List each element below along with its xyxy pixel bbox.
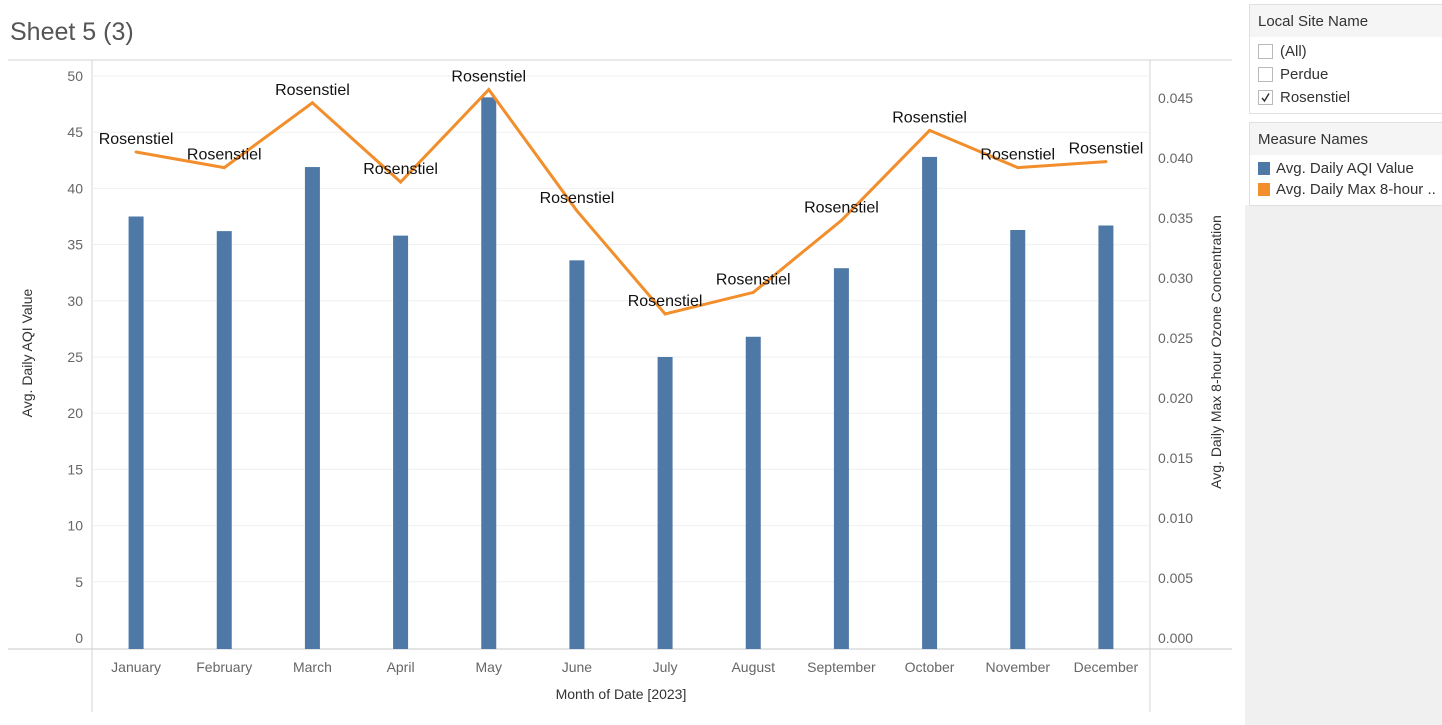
legend-item-aqi[interactable]: Avg. Daily AQI Value — [1250, 158, 1442, 179]
right-axis-title: Avg. Daily Max 8-hour Ozone Concentratio… — [1208, 215, 1224, 489]
x-tick-label: December — [1074, 659, 1139, 675]
left-tick-label: 0 — [75, 630, 83, 646]
legend-swatch — [1258, 162, 1270, 175]
right-tick-label: 0.030 — [1158, 270, 1193, 286]
x-tick-label: June — [562, 659, 593, 675]
bar — [1010, 229, 1026, 649]
data-label: Rosenstiel — [99, 131, 174, 148]
filter-item-all[interactable]: (All) — [1250, 40, 1442, 63]
bar — [1098, 225, 1114, 649]
line-point — [1104, 160, 1108, 164]
x-tick-label: October — [905, 659, 955, 675]
checkmark-icon — [1261, 93, 1270, 103]
line-point — [487, 88, 491, 92]
data-label: Rosenstiel — [275, 82, 350, 99]
left-axis-title: Avg. Daily AQI Value — [19, 288, 35, 417]
bar — [216, 231, 232, 649]
x-tick-label: July — [653, 659, 678, 675]
left-tick-label: 20 — [67, 405, 83, 421]
x-tick-label: September — [807, 659, 876, 675]
bar — [304, 167, 320, 649]
filter-item-rosenstiel[interactable]: Rosenstiel — [1250, 86, 1442, 109]
bar — [745, 336, 761, 649]
filter-item-label: (All) — [1280, 43, 1307, 60]
legend-item-label: Avg. Daily Max 8-hour .. — [1276, 181, 1436, 198]
data-label: Rosenstiel — [187, 147, 262, 164]
legend-swatch — [1258, 183, 1270, 196]
bar — [922, 156, 938, 650]
right-tick-label: 0.025 — [1158, 330, 1193, 346]
side-panel-background — [1245, 205, 1442, 725]
data-label: Rosenstiel — [451, 69, 526, 86]
bar — [657, 357, 673, 649]
line-point — [839, 218, 843, 222]
line-point — [1016, 166, 1020, 170]
left-tick-label: 40 — [67, 180, 83, 196]
x-tick-label: January — [111, 659, 161, 675]
x-tick-label: November — [985, 659, 1050, 675]
right-tick-label: 0.010 — [1158, 510, 1193, 526]
x-axis-title: Month of Date [2023] — [556, 686, 687, 702]
line-point — [399, 180, 403, 184]
filter-title: Local Site Name — [1250, 5, 1442, 37]
filter-item-label: Rosenstiel — [1280, 89, 1351, 106]
data-label: Rosenstiel — [363, 161, 438, 178]
left-tick-label: 5 — [75, 574, 83, 590]
legend-item-label: Avg. Daily AQI Value — [1276, 160, 1414, 177]
x-tick-label: May — [476, 659, 502, 675]
right-tick-label: 0.000 — [1158, 630, 1193, 646]
left-tick-label: 15 — [67, 461, 83, 477]
line-point — [928, 128, 932, 132]
legend-title: Measure Names — [1250, 123, 1442, 155]
x-tick-label: February — [196, 659, 252, 675]
checkbox[interactable] — [1258, 67, 1273, 82]
x-tick-label: March — [293, 659, 332, 675]
filter-item-label: Perdue — [1280, 66, 1329, 83]
combo-chart: 0 5 10 15 20 25 30 35 40 45 50 0.000 0.005 0.010 0.015… — [8, 59, 1232, 712]
checkbox-checked[interactable] — [1258, 90, 1273, 105]
data-label: Rosenstiel — [540, 190, 615, 207]
filter-panel: Local Site Name (All) Perdue Rosenstiel — [1249, 4, 1442, 114]
sheet-title: Sheet 5 (3) — [10, 18, 134, 46]
line-point — [134, 150, 138, 154]
right-tick-label: 0.040 — [1158, 150, 1193, 166]
line-point — [310, 101, 314, 105]
data-label: Rosenstiel — [628, 293, 703, 310]
left-tick-label: 10 — [67, 518, 83, 534]
right-tick-label: 0.045 — [1158, 90, 1193, 106]
line-point — [575, 209, 579, 213]
right-tick-label: 0.015 — [1158, 450, 1193, 466]
right-tick-label: 0.005 — [1158, 570, 1193, 586]
left-tick-label: 35 — [67, 237, 83, 253]
x-tick-label: August — [731, 659, 775, 675]
legend-panel: Measure Names Avg. Daily AQI Value Avg. … — [1249, 122, 1442, 206]
left-tick-label: 25 — [67, 349, 83, 365]
bar — [833, 268, 849, 649]
right-tick-label: 0.035 — [1158, 210, 1193, 226]
data-label: Rosenstiel — [716, 271, 791, 288]
line-point — [663, 312, 667, 316]
x-tick-label: April — [387, 659, 415, 675]
line-point — [222, 166, 226, 170]
bar — [569, 260, 585, 649]
ozone-line — [135, 87, 1107, 316]
left-tick-label: 45 — [67, 124, 83, 140]
data-label: Rosenstiel — [804, 199, 879, 216]
bar — [393, 235, 409, 649]
bar — [481, 97, 497, 649]
legend-item-ozone[interactable]: Avg. Daily Max 8-hour .. — [1250, 179, 1442, 200]
bar — [128, 216, 144, 649]
data-label: Rosenstiel — [1069, 141, 1144, 158]
line-point — [751, 290, 755, 294]
left-tick-label: 50 — [67, 68, 83, 84]
data-label: Rosenstiel — [892, 109, 967, 126]
right-tick-label: 0.020 — [1158, 390, 1193, 406]
data-label: Rosenstiel — [980, 147, 1055, 164]
left-tick-label: 30 — [67, 293, 83, 309]
filter-item-perdue[interactable]: Perdue — [1250, 63, 1442, 86]
checkbox[interactable] — [1258, 44, 1273, 59]
